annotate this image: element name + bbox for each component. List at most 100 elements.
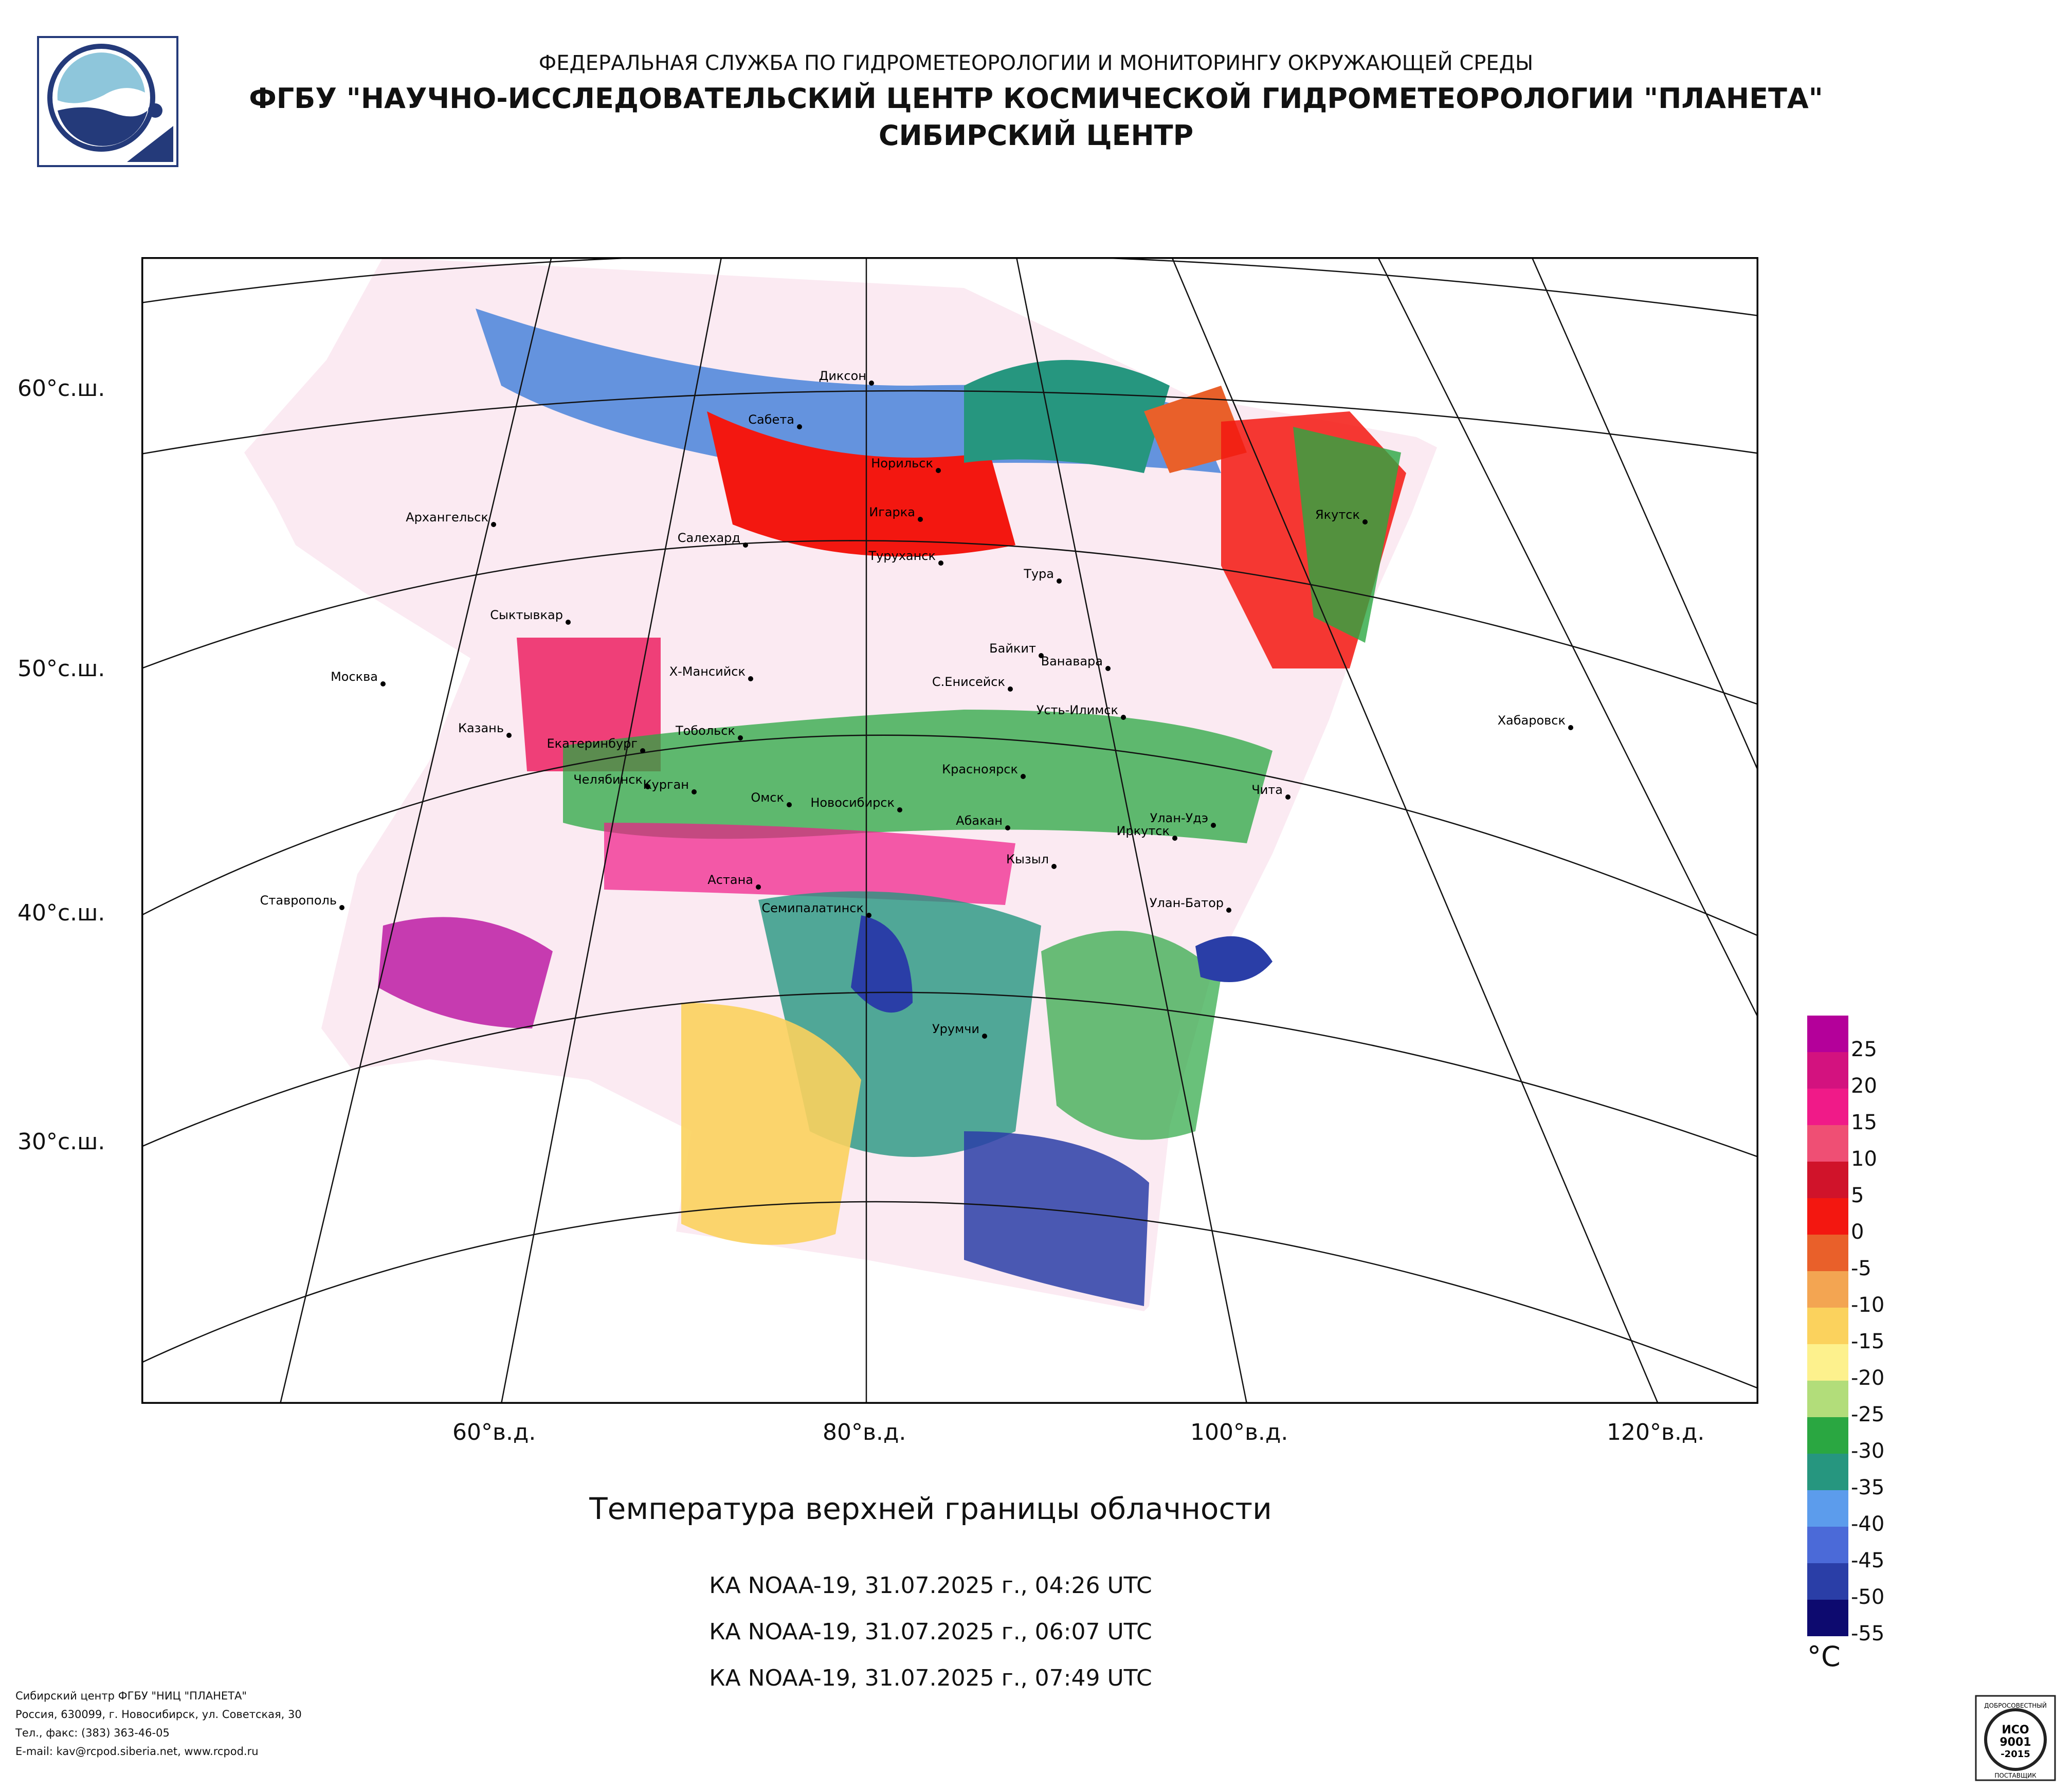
- city-13: С.Енисейск: [932, 675, 1013, 692]
- product-title: Температура верхней границы облачности: [589, 1491, 1272, 1526]
- city-9: Сыктывкар: [490, 608, 571, 625]
- city-dot: [738, 735, 743, 740]
- city-label: Абакан: [956, 813, 1003, 828]
- contact-footer: Сибирский центр ФГБУ "НИЦ "ПЛАНЕТА" Росс…: [15, 1687, 302, 1761]
- city-label: Туруханск: [868, 549, 936, 563]
- colorbar-tick-label: -55: [1851, 1622, 1885, 1645]
- city-34: Урумчи: [932, 1022, 987, 1039]
- satellite-pass-2: КА NOAA-19, 31.07.2025 г., 06:07 UTC: [709, 1619, 1152, 1645]
- colorbar-tick-label: -10: [1851, 1293, 1885, 1317]
- city-label: Москва: [331, 670, 378, 684]
- lon-label-80: 80°в.д.: [823, 1419, 906, 1445]
- city-0: Диксон: [819, 369, 874, 386]
- city-label: Красноярск: [942, 762, 1018, 776]
- city-markers: Диксон Сабета Норильск Игарка Салехард Туруха…: [260, 369, 1573, 1039]
- city-dot: [1057, 578, 1062, 584]
- city-label: Сыктывкар: [490, 608, 563, 622]
- cert-year-text: -2015: [2001, 1749, 2030, 1760]
- city-dot: [1039, 653, 1044, 658]
- city-label: Норильск: [871, 456, 933, 471]
- city-dot: [1362, 519, 1368, 524]
- lon-label-120: 120°в.д.: [1607, 1419, 1705, 1445]
- colorbar-segment: [1807, 1016, 1848, 1052]
- city-dot: [797, 424, 802, 429]
- city-label: Семипалатинск: [761, 901, 864, 915]
- footer-phone: Тел., факс: (383) 363-46-05: [15, 1727, 170, 1739]
- city-8: Архангельск: [406, 510, 496, 527]
- city-label: Ставрополь: [260, 893, 337, 908]
- satellite-map: Диксон Сабета Норильск Игарка Салехард Туруха…: [141, 257, 1758, 1404]
- footer-email: E-mail: kav@rcpod.siberia.net, www.rcpod…: [15, 1745, 259, 1758]
- satellite-pass-3: КА NOAA-19, 31.07.2025 г., 07:49 UTC: [709, 1665, 1152, 1691]
- city-dot: [1008, 686, 1013, 692]
- city-dot: [1226, 908, 1231, 913]
- city-label: Урумчи: [932, 1022, 979, 1036]
- branch-name: СИБИРСКИЙ ЦЕНТР: [878, 119, 1194, 152]
- colorbar-tick-label: -50: [1851, 1585, 1885, 1609]
- graticule: [141, 257, 1758, 1404]
- city-24: Новосибирск: [810, 795, 902, 812]
- city-10: Байкит: [989, 641, 1044, 658]
- city-17: Казань: [458, 721, 512, 738]
- city-dot: [566, 620, 571, 625]
- city-33: Ставрополь: [260, 893, 344, 910]
- colorbar-tick-label: -30: [1851, 1439, 1885, 1463]
- city-label: Новосибирск: [810, 795, 895, 810]
- city-dot: [1121, 715, 1126, 720]
- colorbar-tick-label: 5: [1851, 1184, 1864, 1207]
- city-22: Курган: [643, 777, 697, 794]
- city-21: Челябинск: [573, 772, 650, 789]
- planeta-logo: [37, 36, 178, 167]
- colorbar-tick-label: -25: [1851, 1403, 1885, 1426]
- city-label: Казань: [458, 721, 504, 735]
- city-2: Норильск: [871, 456, 941, 473]
- city-label: Астана: [707, 873, 753, 887]
- city-19: Екатеринбург: [547, 736, 645, 753]
- cert-iso-text: ИСО: [2002, 1724, 2029, 1736]
- city-dot: [866, 913, 871, 918]
- colorbar-segment: [1807, 1052, 1848, 1089]
- city-label: Омск: [751, 790, 784, 805]
- city-dot: [1285, 794, 1291, 800]
- lat-label-40: 40°с.ш.: [17, 900, 105, 926]
- city-dot: [491, 522, 496, 527]
- city-29: Кызыл: [1006, 852, 1057, 869]
- city-label: Х-Мансийск: [669, 664, 746, 679]
- lat-label-30: 30°с.ш.: [17, 1129, 105, 1155]
- colorbar-tick-label: -15: [1851, 1330, 1885, 1353]
- city-label: Усть-Илимск: [1037, 703, 1118, 717]
- colorbar-segment: [1807, 1454, 1848, 1490]
- colorbar-tick-label: -20: [1851, 1366, 1885, 1390]
- city-dot: [692, 789, 697, 794]
- city-dot: [1005, 825, 1010, 830]
- colorbar-segment: [1807, 1527, 1848, 1563]
- city-12: Х-Мансийск: [669, 664, 753, 681]
- temperature-colorbar: [1807, 1016, 1848, 1636]
- colorbar-tick-label: -40: [1851, 1512, 1885, 1536]
- city-dot: [756, 884, 761, 890]
- city-dot: [506, 733, 512, 738]
- city-label: Ванавара: [1041, 654, 1103, 668]
- city-label: Байкит: [989, 641, 1036, 656]
- lon-label-60: 60°в.д.: [452, 1419, 536, 1445]
- lat-label-50: 50°с.ш.: [17, 656, 105, 682]
- city-label: Салехард: [678, 531, 740, 545]
- colorbar-segment: [1807, 1198, 1848, 1235]
- cert-bottom-text: ПОСТАВЩИК: [1994, 1772, 2037, 1779]
- city-label: Архангельск: [406, 510, 488, 524]
- center-name: ФГБУ "НАУЧНО-ИССЛЕДОВАТЕЛЬСКИЙ ЦЕНТР КОС…: [249, 82, 1823, 115]
- city-label: Иркутск: [1116, 824, 1170, 838]
- colorbar-segment: [1807, 1235, 1848, 1271]
- colorbar-segment: [1807, 1563, 1848, 1600]
- city-30: Астана: [707, 873, 761, 890]
- city-dot: [918, 517, 923, 522]
- city-label: Игарка: [869, 505, 915, 519]
- footer-address: Россия, 630099, г. Новосибирск, ул. Сове…: [15, 1708, 302, 1721]
- city-label: Улан-Удэ: [1150, 811, 1208, 825]
- city-dot: [1211, 823, 1216, 828]
- city-dot: [938, 560, 943, 566]
- colorbar-segment: [1807, 1600, 1848, 1636]
- iso-certificate-badge: ДОБРОСОВЕСТНЫЙ ИСО 9001 -2015 ПОСТАВЩИК: [1975, 1695, 2056, 1781]
- colorbar-segment: [1807, 1344, 1848, 1381]
- colorbar-segment: [1807, 1381, 1848, 1417]
